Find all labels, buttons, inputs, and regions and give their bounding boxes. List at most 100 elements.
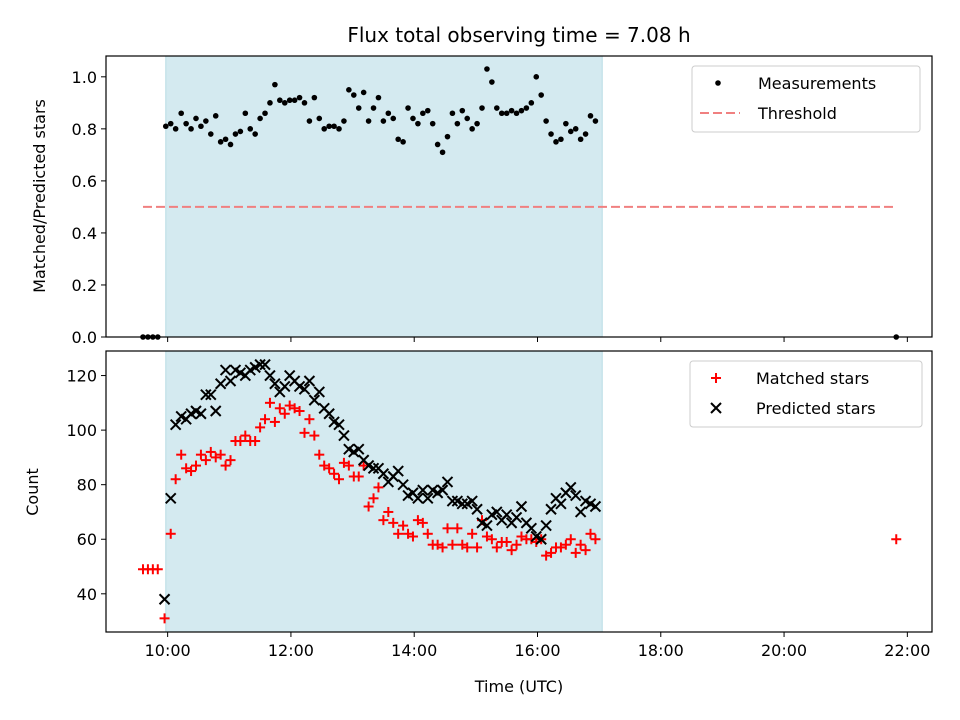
data-point [299, 427, 310, 438]
data-point [274, 403, 285, 414]
data-point [437, 542, 448, 553]
data-point [232, 131, 239, 137]
data-point [193, 115, 199, 122]
x-tick-label: 18:00 [638, 641, 684, 660]
data-point [190, 460, 201, 471]
data-point [417, 484, 429, 496]
data-point [422, 528, 433, 539]
legend: Measurements Threshold [691, 65, 921, 133]
data-point [308, 394, 321, 406]
data-point [570, 489, 582, 502]
y-tick-label: 0.6 [72, 172, 97, 191]
data-point [574, 506, 587, 518]
data-point [398, 520, 409, 531]
observing-window-shade [165, 55, 603, 338]
data-point [336, 126, 342, 132]
data-point [200, 388, 212, 401]
data-point [343, 460, 354, 471]
plot-frame [105, 350, 933, 633]
data-point [286, 97, 293, 104]
data-point [585, 528, 596, 539]
data-point [353, 443, 365, 455]
data-point [360, 89, 367, 96]
data-point [385, 110, 392, 117]
data-point [545, 503, 557, 515]
data-point [162, 123, 169, 130]
data-point [388, 517, 399, 528]
top-y-axis-label: Matched/Predicted stars [30, 99, 49, 293]
y-tick-label: 1.0 [72, 68, 97, 87]
data-point [368, 493, 379, 504]
data-point [533, 74, 540, 80]
data-point [436, 484, 449, 496]
x-tick-label: 16:00 [514, 641, 560, 660]
data-point [296, 94, 303, 101]
data-point [203, 118, 209, 124]
data-point [306, 118, 313, 124]
series-measurements [140, 66, 900, 340]
data-point [407, 531, 418, 542]
legend-box [689, 360, 923, 428]
data-point [560, 539, 571, 550]
data-point [323, 408, 335, 420]
data-point [491, 506, 503, 518]
data-point [331, 123, 337, 130]
data-point [590, 534, 601, 545]
data-point [264, 397, 275, 408]
y-tick-label: 0.4 [72, 224, 97, 243]
data-point [170, 474, 181, 485]
data-point [172, 126, 179, 132]
data-point [222, 136, 229, 143]
data-point [511, 539, 522, 550]
data-point [525, 522, 538, 535]
data-point [225, 455, 236, 466]
data-point [321, 126, 328, 132]
data-point [370, 105, 377, 111]
data-point [254, 358, 266, 371]
data-point [446, 495, 459, 507]
data-point [543, 118, 549, 124]
data-point [316, 115, 323, 122]
data-point [410, 115, 416, 122]
data-point [159, 613, 170, 624]
data-point [447, 539, 458, 550]
data-point [422, 492, 434, 505]
data-point [242, 110, 249, 117]
data-point [281, 100, 288, 106]
data-point [474, 120, 480, 127]
data-point [572, 126, 579, 132]
legend-label: Matched stars [756, 369, 869, 388]
data-point [188, 126, 194, 132]
y-tick-label: 100 [66, 421, 97, 440]
data-point [442, 523, 453, 534]
data-point [471, 503, 483, 515]
data-point [363, 501, 374, 512]
data-point [358, 460, 369, 471]
data-point [592, 118, 599, 124]
data-point [506, 545, 517, 556]
data-point [481, 519, 493, 532]
data-point [513, 110, 520, 117]
data-point [186, 466, 197, 477]
data-point [219, 364, 232, 376]
data-point [298, 383, 311, 395]
data-point [167, 120, 174, 127]
data-point [205, 388, 217, 401]
data-point [272, 81, 278, 88]
data-point [237, 128, 244, 135]
top-panel: 0.0 0.2 0.4 0.6 0.8 1.0 Measurements Threshold [72, 55, 933, 347]
data-point [563, 120, 569, 127]
data-point [195, 408, 207, 420]
data-point [489, 79, 495, 85]
plot-frame [105, 55, 933, 338]
data-point [158, 593, 171, 605]
data-point [449, 110, 456, 117]
data-point [227, 141, 234, 148]
data-point [351, 92, 357, 98]
data-point [341, 118, 347, 124]
legend-label: Predicted stars [756, 399, 876, 418]
data-point [891, 534, 902, 545]
data-point [215, 449, 226, 460]
x-axis-label: Time (UTC) [474, 677, 563, 696]
